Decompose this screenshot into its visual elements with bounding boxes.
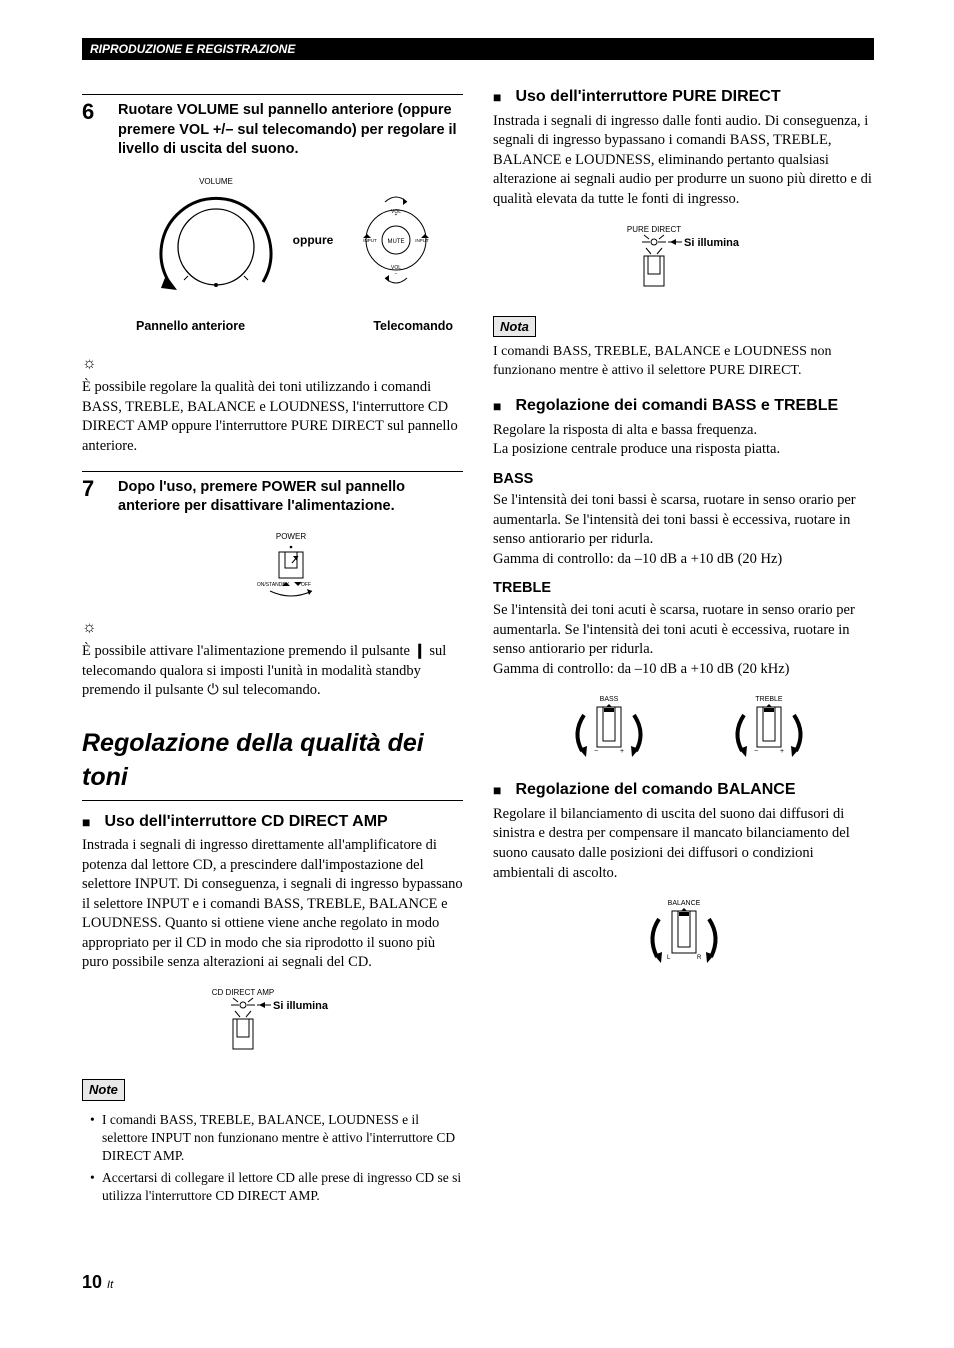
input-right-icon: INPUT	[415, 238, 429, 243]
pure-direct-switch-diagram: PURE DIRECT Si illumina	[584, 222, 784, 294]
balance-knob: BALANCE L R	[493, 895, 874, 975]
cd-direct-heading-text: Uso dell'interruttore CD DIRECT AMP	[104, 811, 387, 833]
bass-treble-knobs-diagram: BASS − + TREBLE − +	[524, 691, 844, 769]
svg-text:−: −	[594, 748, 598, 755]
step-7: 7 Dopo l'uso, premere POWER sul pannello…	[82, 471, 463, 607]
balance-heading-text: Regolazione del comando BALANCE	[515, 779, 795, 801]
cd-direct-heading: ■ Uso dell'interruttore CD DIRECT AMP	[82, 811, 463, 833]
bass-treble-heading-text: Regolazione dei comandi BASS e TREBLE	[515, 395, 838, 417]
tip-icon: ☼	[82, 353, 463, 375]
tip-2-text: È possibile attivare l'alimentazione pre…	[82, 642, 463, 701]
tone-quality-heading: Regolazione della qualità dei toni	[82, 727, 463, 801]
caption-remote: Telecomando	[373, 318, 453, 335]
bass-label: BASS	[493, 470, 874, 490]
lights-up-label: Si illumina	[273, 1000, 329, 1012]
power-label-icon: POWER	[275, 532, 305, 541]
step-7-figure: POWER ON/STANDBY OFF	[118, 529, 463, 599]
treble-range: Gamma di controllo: da –10 dB a +10 dB (…	[493, 660, 874, 680]
pure-direct-heading-text: Uso dell'interruttore PURE DIRECT	[515, 86, 780, 108]
svg-text:L: L	[667, 955, 671, 961]
cd-direct-amp-label-icon: CD DIRECT AMP	[211, 988, 274, 997]
step-7-number: 7	[82, 478, 104, 607]
left-column: 6 Ruotare VOLUME sul pannello anteriore …	[82, 86, 463, 1209]
volume-label-icon: VOLUME	[199, 177, 233, 186]
note-item: I comandi BASS, TREBLE, BALANCE, LOUDNES…	[90, 1111, 463, 1166]
treble-label: TREBLE	[493, 579, 874, 599]
tip2-c: sul telecomando.	[219, 682, 321, 698]
off-label-icon: OFF	[301, 582, 311, 588]
pure-direct-body: Instrada i segnali di ingresso dalle fon…	[493, 112, 874, 210]
bass-treble-intro1: Regolare la risposta di alta e bassa fre…	[493, 421, 874, 441]
section-header-bar: RIPRODUZIONE E REGISTRAZIONE	[82, 38, 874, 60]
cd-direct-body: Instrada i segnali di ingresso direttame…	[82, 836, 463, 973]
svg-text:−: −	[394, 271, 397, 277]
svg-text:+: +	[780, 748, 784, 755]
tip-1-text: È possibile regolare la qualità dei toni…	[82, 378, 463, 456]
step-6-number: 6	[82, 101, 104, 343]
caption-front-panel: Pannello anteriore	[136, 318, 245, 335]
square-bullet-icon: ■	[82, 813, 90, 833]
treble-knob-label-icon: TREBLE	[755, 696, 783, 703]
balance-body: Regolare il bilanciamento di uscita del …	[493, 805, 874, 883]
power-switch-diagram: POWER ON/STANDBY OFF	[246, 529, 336, 599]
square-bullet-icon: ■	[493, 88, 501, 108]
nota-body: I comandi BASS, TREBLE, BALANCE e LOUDNE…	[493, 343, 874, 381]
bass-body: Se l'intensità dei toni bassi è scarsa, …	[493, 491, 874, 550]
tip2-a: È possibile attivare l'alimentazione pre…	[82, 643, 414, 659]
bass-range: Gamma di controllo: da –10 dB a +10 dB (…	[493, 550, 874, 570]
svg-text:−: −	[754, 748, 758, 755]
bass-treble-heading: ■ Regolazione dei comandi BASS e TREBLE	[493, 395, 874, 417]
pure-direct-label-icon: PURE DIRECT	[626, 225, 680, 234]
cd-direct-switch-diagram: CD DIRECT AMP Si illumina	[173, 985, 373, 1057]
mute-label-icon: MUTE	[387, 239, 404, 245]
page-number-value: 10	[82, 1272, 102, 1292]
step-6: 6 Ruotare VOLUME sul pannello anteriore …	[82, 94, 463, 343]
balance-heading: ■ Regolazione del comando BALANCE	[493, 779, 874, 801]
step-6-title: Ruotare VOLUME sul pannello anteriore (o…	[118, 101, 463, 160]
step-7-title: Dopo l'uso, premere POWER sul pannello a…	[118, 478, 463, 517]
right-column: ■ Uso dell'interruttore PURE DIRECT Inst…	[493, 86, 874, 1209]
svg-text:+: +	[620, 748, 624, 755]
two-column-layout: 6 Ruotare VOLUME sul pannello anteriore …	[82, 86, 874, 1209]
or-label: oppure	[292, 233, 333, 247]
tip-icon: ☼	[82, 617, 463, 639]
bass-treble-intro2: La posizione centrale produce una rispos…	[493, 440, 874, 460]
pure-direct-figure: PURE DIRECT Si illumina	[493, 222, 874, 294]
note-item: Accertarsi di collegare il lettore CD al…	[90, 1169, 463, 1205]
page-lang: It	[107, 1279, 113, 1291]
volume-and-remote-diagram: VOLUME oppure	[141, 172, 441, 312]
lights-up-label: Si illumina	[684, 237, 740, 249]
step-6-figure: VOLUME oppure	[118, 172, 463, 335]
pure-direct-heading: ■ Uso dell'interruttore PURE DIRECT	[493, 86, 874, 108]
square-bullet-icon: ■	[493, 397, 501, 417]
notes-list: I comandi BASS, TREBLE, BALANCE, LOUDNES…	[82, 1111, 463, 1206]
treble-body: Se l'intensità dei toni acuti è scarsa, …	[493, 601, 874, 660]
nota-tag: Nota	[493, 316, 536, 338]
balance-knob-diagram: BALANCE L R	[609, 895, 759, 975]
note-tag: Note	[82, 1079, 125, 1101]
cd-direct-figure: CD DIRECT AMP Si illumina	[82, 985, 463, 1057]
standby-icon: ⏻	[207, 682, 218, 698]
balance-knob-label-icon: BALANCE	[667, 900, 700, 907]
svg-text:R: R	[697, 955, 702, 961]
bass-treble-knobs: BASS − + TREBLE − +	[493, 691, 874, 769]
page-number: 10 It	[82, 1270, 874, 1294]
square-bullet-icon: ■	[493, 781, 501, 801]
vol-label-icon: VOL	[390, 209, 400, 215]
bass-knob-label-icon: BASS	[599, 696, 618, 703]
input-left-icon: INPUT	[363, 238, 377, 243]
